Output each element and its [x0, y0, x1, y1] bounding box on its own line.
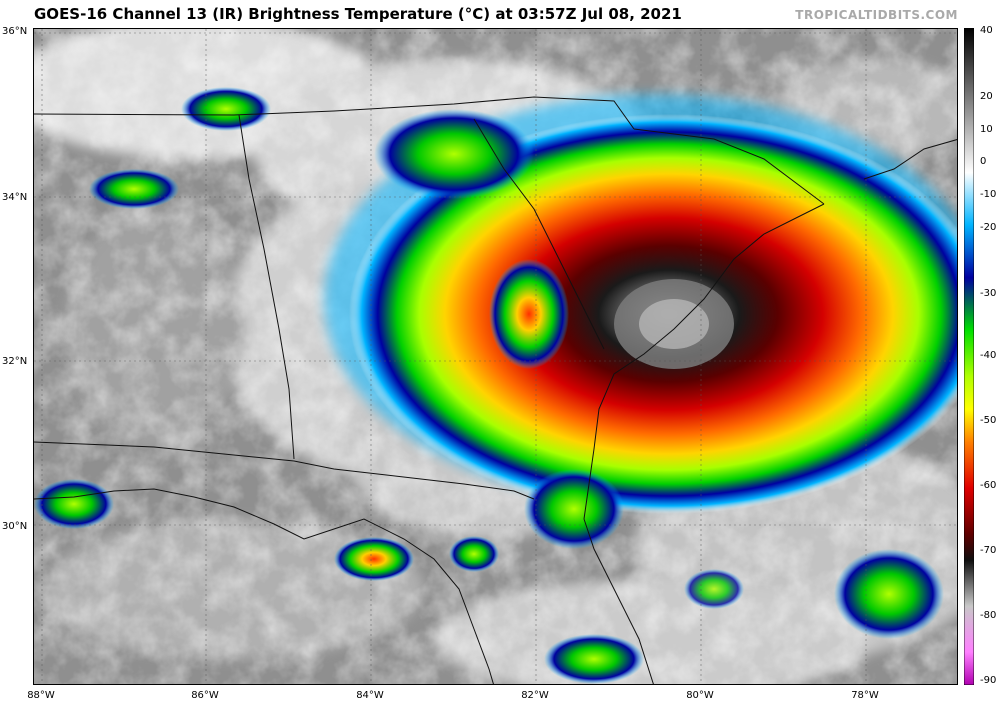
lat-label-30: 30°N [2, 521, 28, 532]
colorbar-tick: 20 [980, 91, 993, 102]
lon-label-84: 84°W [356, 690, 384, 701]
lon-label-78: 78°W [851, 690, 879, 701]
colorbar [964, 28, 974, 685]
map-title: GOES-16 Channel 13 (IR) Brightness Tempe… [34, 5, 682, 23]
lon-label-86: 86°W [191, 690, 219, 701]
colorbar-tick: 10 [980, 124, 993, 135]
credit-watermark: TROPICALTIDBITS.COM [795, 8, 958, 22]
lon-label-80: 80°W [686, 690, 714, 701]
colorbar-tick: -50 [980, 415, 997, 426]
colorbar-tick: -20 [980, 222, 997, 233]
colorbar-tick: -80 [980, 610, 997, 621]
satellite-map[interactable] [33, 28, 958, 685]
lat-label-32: 32°N [2, 356, 28, 367]
colorbar-tick: -70 [980, 545, 997, 556]
lat-label-34: 34°N [2, 192, 28, 203]
lon-label-82: 82°W [521, 690, 549, 701]
colorbar-tick: -40 [980, 350, 997, 361]
lon-label-88: 88°W [27, 690, 55, 701]
colorbar-tick: 40 [980, 25, 993, 36]
colorbar-tick: 0 [980, 156, 987, 167]
colorbar-tick: -30 [980, 288, 997, 299]
colorbar-tick: -90 [980, 675, 997, 686]
colorbar-tick: -10 [980, 189, 997, 200]
lat-label-36: 36°N [2, 26, 28, 37]
colorbar-tick: -60 [980, 480, 997, 491]
satellite-imagery [34, 29, 957, 684]
